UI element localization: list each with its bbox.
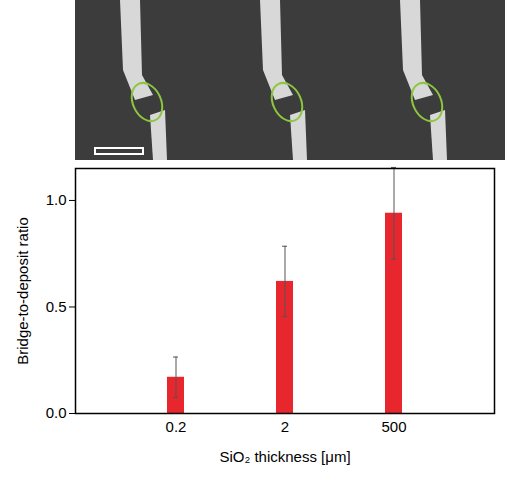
svg-text:1.0: 1.0 bbox=[46, 191, 67, 208]
svg-text:SiO₂ thickness [μm]: SiO₂ thickness [μm] bbox=[219, 448, 350, 465]
svg-text:0.5: 0.5 bbox=[46, 298, 67, 315]
svg-text:0.0: 0.0 bbox=[46, 404, 67, 421]
svg-text:2: 2 bbox=[281, 418, 289, 435]
svg-text:500: 500 bbox=[381, 418, 406, 435]
svg-text:0.2: 0.2 bbox=[166, 418, 187, 435]
svg-text:Bridge-to-deposit ratio: Bridge-to-deposit ratio bbox=[14, 217, 31, 365]
